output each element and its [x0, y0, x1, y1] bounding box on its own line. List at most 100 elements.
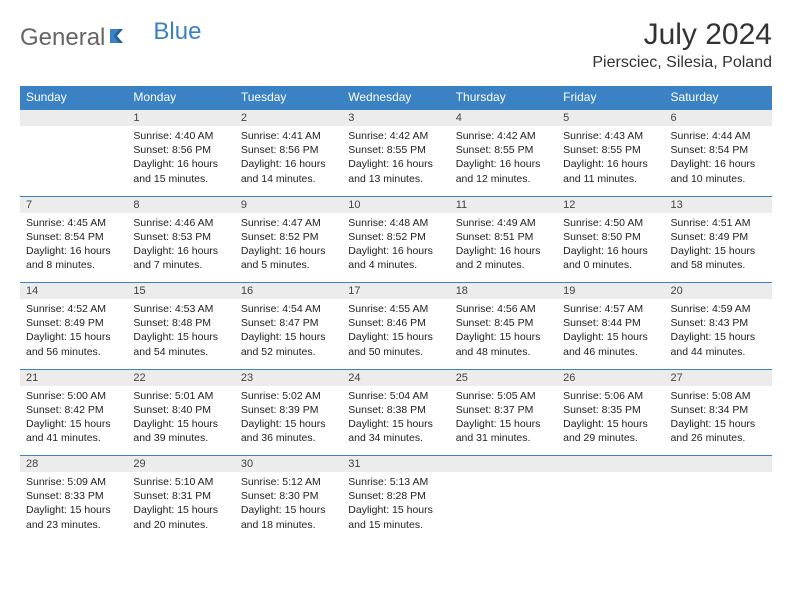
day-number-cell: [557, 456, 664, 473]
sunrise-text: Sunrise: 4:43 AM: [563, 129, 658, 143]
sunrise-text: Sunrise: 4:45 AM: [26, 216, 121, 230]
day-content-cell: Sunrise: 4:42 AMSunset: 8:55 PMDaylight:…: [342, 126, 449, 196]
sunrise-text: Sunrise: 5:12 AM: [241, 475, 336, 489]
day-content-cell: Sunrise: 4:50 AMSunset: 8:50 PMDaylight:…: [557, 213, 664, 283]
daylight-text: Daylight: 15 hours and 18 minutes.: [241, 503, 336, 531]
daylight-text: Daylight: 15 hours and 48 minutes.: [456, 330, 551, 358]
content-row: Sunrise: 4:40 AMSunset: 8:56 PMDaylight:…: [20, 126, 772, 196]
daylight-text: Daylight: 15 hours and 50 minutes.: [348, 330, 443, 358]
day-number-cell: 5: [557, 109, 664, 126]
day-content-cell: Sunrise: 4:47 AMSunset: 8:52 PMDaylight:…: [235, 213, 342, 283]
sunset-text: Sunset: 8:43 PM: [671, 316, 766, 330]
day-number-cell: 19: [557, 283, 664, 300]
day-content-cell: Sunrise: 5:12 AMSunset: 8:30 PMDaylight:…: [235, 472, 342, 542]
daylight-text: Daylight: 15 hours and 20 minutes.: [133, 503, 228, 531]
sunset-text: Sunset: 8:44 PM: [563, 316, 658, 330]
day-number-cell: 26: [557, 369, 664, 386]
sunset-text: Sunset: 8:55 PM: [563, 143, 658, 157]
day-content-cell: Sunrise: 4:51 AMSunset: 8:49 PMDaylight:…: [665, 213, 772, 283]
sunset-text: Sunset: 8:34 PM: [671, 403, 766, 417]
day-content-cell: Sunrise: 4:40 AMSunset: 8:56 PMDaylight:…: [127, 126, 234, 196]
daylight-text: Daylight: 16 hours and 10 minutes.: [671, 157, 766, 185]
day-content-cell: Sunrise: 4:49 AMSunset: 8:51 PMDaylight:…: [450, 213, 557, 283]
daylight-text: Daylight: 15 hours and 39 minutes.: [133, 417, 228, 445]
sunset-text: Sunset: 8:28 PM: [348, 489, 443, 503]
content-row: Sunrise: 5:00 AMSunset: 8:42 PMDaylight:…: [20, 386, 772, 456]
day-content-cell: Sunrise: 4:48 AMSunset: 8:52 PMDaylight:…: [342, 213, 449, 283]
sunset-text: Sunset: 8:45 PM: [456, 316, 551, 330]
daylight-text: Daylight: 16 hours and 13 minutes.: [348, 157, 443, 185]
day-number-cell: 4: [450, 109, 557, 126]
day-number-cell: 6: [665, 109, 772, 126]
daylight-text: Daylight: 16 hours and 12 minutes.: [456, 157, 551, 185]
day-content-cell: Sunrise: 5:10 AMSunset: 8:31 PMDaylight:…: [127, 472, 234, 542]
sunrise-text: Sunrise: 4:47 AM: [241, 216, 336, 230]
day-number-cell: 24: [342, 369, 449, 386]
day-header: Sunday: [20, 86, 127, 109]
day-number-cell: 17: [342, 283, 449, 300]
day-number-cell: 8: [127, 196, 234, 213]
day-content-cell: [450, 472, 557, 542]
sunset-text: Sunset: 8:54 PM: [26, 230, 121, 244]
sunrise-text: Sunrise: 5:10 AM: [133, 475, 228, 489]
daylight-text: Daylight: 15 hours and 46 minutes.: [563, 330, 658, 358]
day-content-cell: Sunrise: 5:08 AMSunset: 8:34 PMDaylight:…: [665, 386, 772, 456]
daylight-text: Daylight: 16 hours and 8 minutes.: [26, 244, 121, 272]
daylight-text: Daylight: 15 hours and 54 minutes.: [133, 330, 228, 358]
day-number-cell: 27: [665, 369, 772, 386]
day-content-cell: Sunrise: 5:06 AMSunset: 8:35 PMDaylight:…: [557, 386, 664, 456]
day-content-cell: Sunrise: 5:02 AMSunset: 8:39 PMDaylight:…: [235, 386, 342, 456]
content-row: Sunrise: 5:09 AMSunset: 8:33 PMDaylight:…: [20, 472, 772, 542]
sunset-text: Sunset: 8:52 PM: [241, 230, 336, 244]
day-number-cell: 29: [127, 456, 234, 473]
sunset-text: Sunset: 8:53 PM: [133, 230, 228, 244]
sunrise-text: Sunrise: 5:04 AM: [348, 389, 443, 403]
title-block: July 2024 Piersciec, Silesia, Poland: [592, 18, 772, 72]
logo: General Blue: [20, 18, 201, 52]
sunset-text: Sunset: 8:51 PM: [456, 230, 551, 244]
daynum-row: 28293031: [20, 456, 772, 473]
sunrise-text: Sunrise: 4:59 AM: [671, 302, 766, 316]
day-number-cell: 31: [342, 456, 449, 473]
day-header: Saturday: [665, 86, 772, 109]
day-content-cell: Sunrise: 4:45 AMSunset: 8:54 PMDaylight:…: [20, 213, 127, 283]
day-content-cell: Sunrise: 5:13 AMSunset: 8:28 PMDaylight:…: [342, 472, 449, 542]
daylight-text: Daylight: 15 hours and 23 minutes.: [26, 503, 121, 531]
daylight-text: Daylight: 15 hours and 44 minutes.: [671, 330, 766, 358]
flag-icon: [109, 24, 131, 52]
sunset-text: Sunset: 8:37 PM: [456, 403, 551, 417]
day-number-cell: 15: [127, 283, 234, 300]
day-number-cell: 16: [235, 283, 342, 300]
sunset-text: Sunset: 8:40 PM: [133, 403, 228, 417]
day-number-cell: 1: [127, 109, 234, 126]
sunrise-text: Sunrise: 4:51 AM: [671, 216, 766, 230]
daylight-text: Daylight: 16 hours and 7 minutes.: [133, 244, 228, 272]
sunset-text: Sunset: 8:50 PM: [563, 230, 658, 244]
location-text: Piersciec, Silesia, Poland: [592, 54, 772, 72]
sunset-text: Sunset: 8:31 PM: [133, 489, 228, 503]
day-content-cell: Sunrise: 4:43 AMSunset: 8:55 PMDaylight:…: [557, 126, 664, 196]
daylight-text: Daylight: 15 hours and 29 minutes.: [563, 417, 658, 445]
daylight-text: Daylight: 15 hours and 41 minutes.: [26, 417, 121, 445]
month-title: July 2024: [592, 18, 772, 52]
day-header: Tuesday: [235, 86, 342, 109]
sunset-text: Sunset: 8:42 PM: [26, 403, 121, 417]
day-number-cell: 9: [235, 196, 342, 213]
day-content-cell: Sunrise: 4:46 AMSunset: 8:53 PMDaylight:…: [127, 213, 234, 283]
daylight-text: Daylight: 15 hours and 34 minutes.: [348, 417, 443, 445]
day-content-cell: Sunrise: 4:52 AMSunset: 8:49 PMDaylight:…: [20, 299, 127, 369]
day-number-cell: 12: [557, 196, 664, 213]
day-number-cell: 7: [20, 196, 127, 213]
day-header: Monday: [127, 86, 234, 109]
day-number-cell: 10: [342, 196, 449, 213]
day-number-cell: 25: [450, 369, 557, 386]
sunrise-text: Sunrise: 4:42 AM: [456, 129, 551, 143]
sunrise-text: Sunrise: 4:46 AM: [133, 216, 228, 230]
day-number-cell: 2: [235, 109, 342, 126]
day-header: Wednesday: [342, 86, 449, 109]
day-content-cell: Sunrise: 4:56 AMSunset: 8:45 PMDaylight:…: [450, 299, 557, 369]
content-row: Sunrise: 4:45 AMSunset: 8:54 PMDaylight:…: [20, 213, 772, 283]
logo-text-blue: Blue: [153, 18, 201, 46]
day-number-cell: 20: [665, 283, 772, 300]
daylight-text: Daylight: 16 hours and 0 minutes.: [563, 244, 658, 272]
